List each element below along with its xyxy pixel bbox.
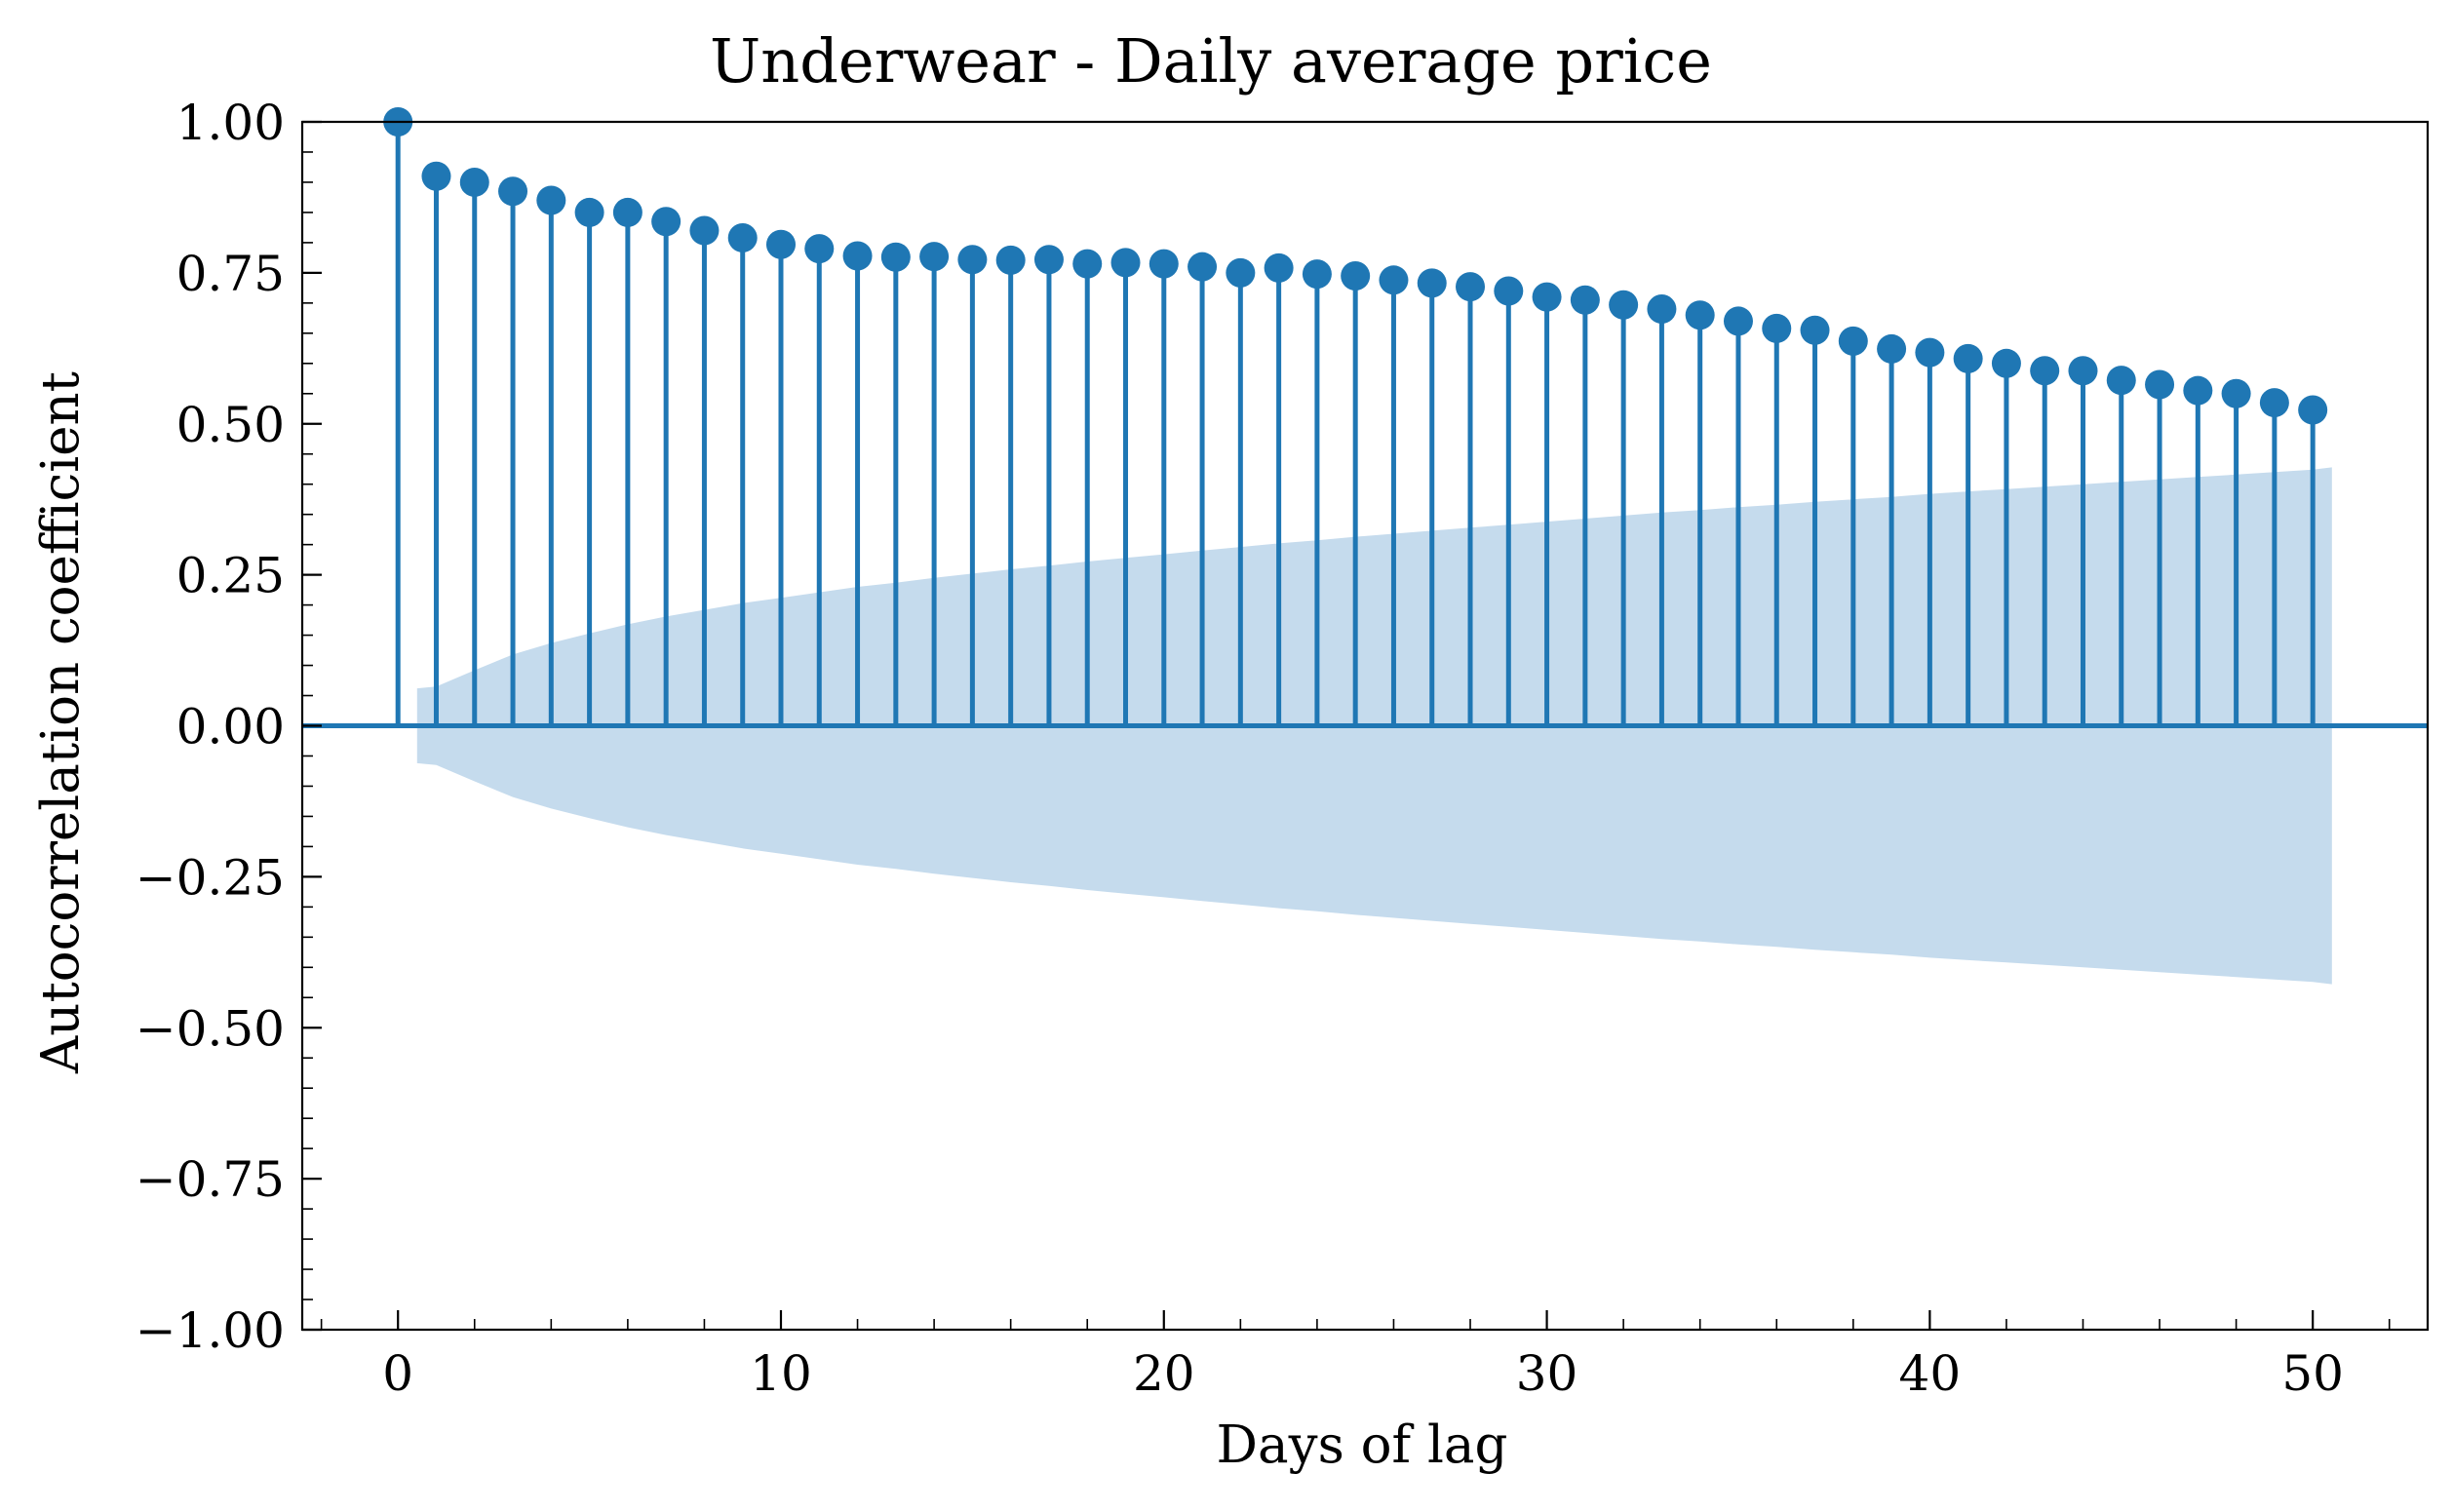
y-tick-label: 0.75 bbox=[176, 246, 285, 302]
acf-marker bbox=[2298, 395, 2328, 425]
x-tick-label: 40 bbox=[1899, 1345, 1962, 1402]
acf-marker bbox=[536, 185, 566, 215]
y-tick-label: −0.25 bbox=[136, 849, 285, 906]
acf-marker bbox=[1494, 276, 1524, 306]
y-tick-label: 0.50 bbox=[176, 397, 285, 453]
y-tick-label: −0.75 bbox=[136, 1151, 285, 1208]
acf-marker bbox=[1379, 265, 1409, 295]
acf-marker bbox=[2068, 356, 2098, 386]
acf-marker bbox=[1800, 315, 1830, 345]
acf-marker bbox=[1953, 343, 1983, 373]
y-tick-label: 0.25 bbox=[176, 548, 285, 604]
acf-marker bbox=[880, 242, 911, 272]
text-layer: Underwear - Daily average price Days of … bbox=[31, 25, 1712, 1475]
acf-marker bbox=[995, 245, 1026, 275]
acf-marker bbox=[2145, 369, 2175, 400]
acf-marker bbox=[957, 245, 988, 275]
acf-marker bbox=[2030, 356, 2060, 386]
acf-marker bbox=[1302, 259, 1332, 290]
acf-marker bbox=[689, 215, 720, 246]
x-tick-label: 50 bbox=[2281, 1345, 2344, 1402]
acf-marker bbox=[1570, 285, 1600, 315]
acf-marker bbox=[1532, 282, 1562, 312]
acf-marker bbox=[1647, 294, 1677, 325]
acf-marker bbox=[765, 229, 796, 259]
acf-marker bbox=[1685, 300, 1715, 330]
acf-marker bbox=[612, 197, 642, 227]
acf-marker bbox=[651, 207, 681, 237]
acf-marker bbox=[459, 167, 489, 197]
acf-marker bbox=[2259, 388, 2289, 418]
acf-marker bbox=[1915, 337, 1945, 368]
y-tick-label: 1.00 bbox=[176, 95, 285, 151]
acf-marker bbox=[1417, 268, 1447, 298]
x-tick-label: 30 bbox=[1516, 1345, 1578, 1402]
acf-marker bbox=[1341, 260, 1371, 291]
acf-marker bbox=[1188, 252, 1218, 282]
acf-marker bbox=[919, 242, 950, 272]
axes-layer: −1.00 −0.75 −0.50 −0.25 0.00 0.25 0.50 0.75 1.00… bbox=[136, 95, 2430, 1402]
acf-marker bbox=[1609, 290, 1639, 320]
acf-marker bbox=[2183, 375, 2213, 406]
acf-marker bbox=[1033, 245, 1064, 275]
acf-marker bbox=[1149, 249, 1179, 279]
acf-marker bbox=[1264, 252, 1294, 283]
x-tick-label: 20 bbox=[1133, 1345, 1195, 1402]
acf-marker bbox=[1991, 348, 2021, 378]
y-tick-label: −0.50 bbox=[136, 1000, 285, 1057]
acf-marker bbox=[1226, 257, 1256, 288]
acf-marker bbox=[1456, 272, 1486, 302]
acf-marker bbox=[1762, 313, 1792, 343]
acf-marker bbox=[1723, 306, 1753, 336]
x-tick-label: 10 bbox=[750, 1345, 812, 1402]
y-tick-label: 0.00 bbox=[176, 699, 285, 756]
acf-marker bbox=[421, 161, 451, 191]
acf-marker bbox=[574, 197, 604, 227]
acf-marker bbox=[1838, 326, 1868, 356]
acf-marker bbox=[2106, 366, 2136, 396]
y-tick-label: −1.00 bbox=[136, 1302, 285, 1359]
x-tick-label: 0 bbox=[382, 1345, 413, 1402]
acf-marker bbox=[1877, 333, 1907, 364]
acf-marker bbox=[842, 241, 873, 271]
acf-marker bbox=[1072, 249, 1103, 279]
y-axis-label: Autocorrelation coefficient bbox=[31, 371, 91, 1074]
acf-marker bbox=[498, 176, 528, 207]
stem-layer bbox=[383, 107, 2328, 726]
x-axis-label: Days of lag bbox=[1217, 1415, 1508, 1475]
acf-marker bbox=[2221, 378, 2251, 408]
chart-title: Underwear - Daily average price bbox=[710, 25, 1712, 97]
acf-marker bbox=[727, 222, 758, 252]
acf-marker bbox=[1110, 248, 1141, 278]
acf-marker bbox=[804, 234, 835, 264]
